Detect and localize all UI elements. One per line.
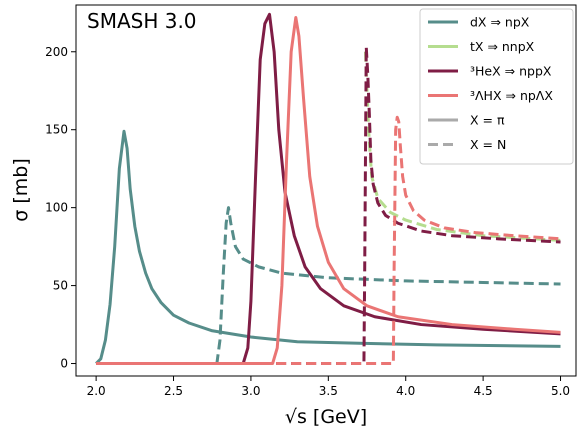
legend: dX ⇒ npX tX ⇒ nnpX ³HeX ⇒ nppX ³ΛHX ⇒ npΛX X… [419,8,574,165]
x-tick-label: 3.0 [241,384,260,398]
series-line-0 [95,129,561,365]
series-line-1 [96,206,561,366]
x-axis-label: √s [GeV] [285,406,367,428]
y-tick-label: 0 [60,357,68,371]
y-tick-label: 50 [53,279,68,293]
legend-label-1: tX ⇒ nnpX [470,39,535,54]
series-line-5 [96,15,561,366]
legend-label-2: ³HeX ⇒ nppX [470,64,552,79]
plot-frame [75,4,577,377]
x-tick-label: 4.0 [396,384,415,398]
x-tick-label: 3.5 [319,384,338,398]
x-tick-label: 2.5 [164,384,183,398]
y-axis-label: σ [mb] [10,158,32,221]
y-tick-label: 150 [45,123,68,137]
series-line-4 [96,45,561,366]
series-line-6 [96,115,561,366]
y-tick-label: 200 [45,45,68,59]
legend-box [419,8,574,165]
legend-label-4: X = π [470,113,505,128]
x-tick-label: 4.5 [474,384,493,398]
legend-label-3: ³ΛHX ⇒ npΛX [470,88,553,103]
x-tick-label: 2.0 [87,384,106,398]
legend-label-0: dX ⇒ npX [470,15,530,30]
y-tick-label: 100 [45,201,68,215]
x-tick-label: 5.0 [551,384,570,398]
chart-title: SMASH 3.0 [87,9,197,33]
legend-label-5: X = N [470,137,506,152]
series-line-3 [96,12,561,366]
